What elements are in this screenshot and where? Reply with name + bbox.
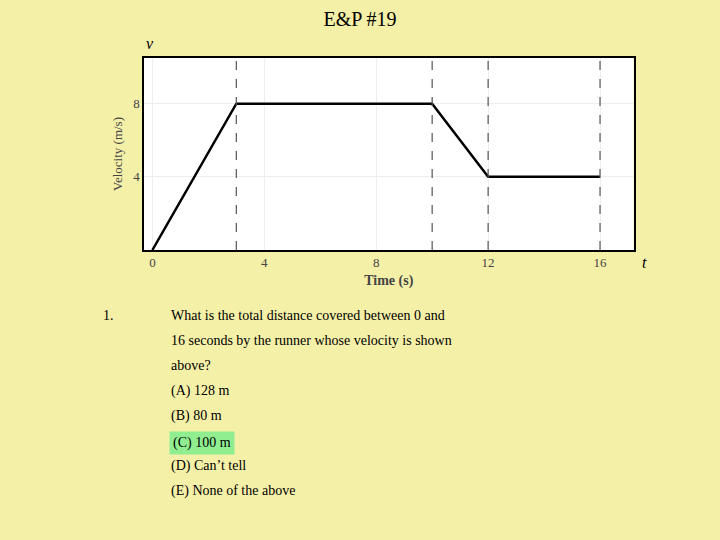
svg-text:8: 8 <box>373 255 380 270</box>
svg-text:t: t <box>642 254 647 271</box>
svg-text:16 seconds by the runner whose: 16 seconds by the runner whose velocity … <box>171 333 452 348</box>
svg-text:(E) None of the above: (E) None of the above <box>171 483 295 499</box>
svg-text:(D) Can’t tell: (D) Can’t tell <box>171 458 246 474</box>
svg-text:4: 4 <box>133 169 140 184</box>
svg-text:16: 16 <box>594 255 608 270</box>
svg-text:v: v <box>146 35 154 52</box>
svg-text:8: 8 <box>133 96 140 111</box>
svg-text:1.: 1. <box>103 308 114 323</box>
svg-text:Velocity (m/s): Velocity (m/s) <box>110 117 125 191</box>
svg-text:What is the total distance cov: What is the total distance covered betwe… <box>171 308 445 323</box>
svg-text:E&P #19: E&P #19 <box>323 8 396 30</box>
svg-text:4: 4 <box>261 255 268 270</box>
svg-text:(A) 128 m: (A) 128 m <box>171 383 229 399</box>
svg-text:0: 0 <box>149 255 156 270</box>
svg-text:(B) 80 m: (B) 80 m <box>171 408 222 424</box>
svg-text:(C) 100 m: (C) 100 m <box>173 435 231 451</box>
svg-text:Time (s): Time (s) <box>364 273 413 289</box>
svg-text:above?: above? <box>171 358 211 373</box>
svg-text:12: 12 <box>482 255 495 270</box>
